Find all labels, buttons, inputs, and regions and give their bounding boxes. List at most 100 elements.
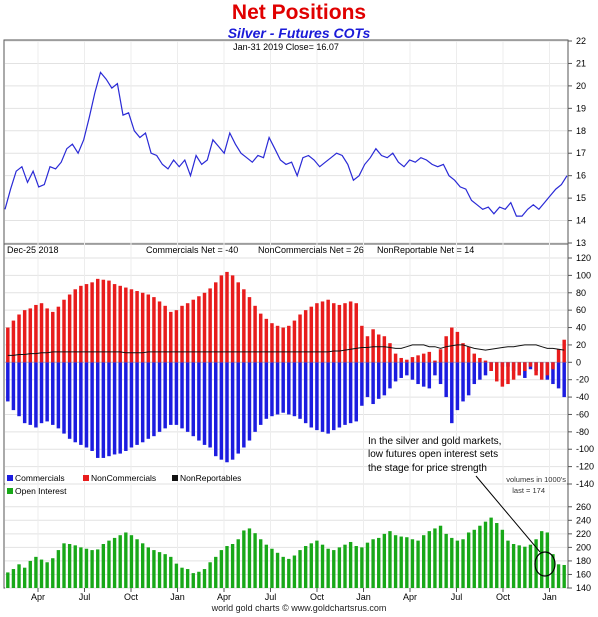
commercials-bar bbox=[332, 362, 336, 431]
noncommercials-bar bbox=[489, 362, 493, 371]
commercials-bar bbox=[382, 362, 387, 396]
noncommercials-bar bbox=[140, 292, 145, 363]
x-tick-label: Jul bbox=[79, 592, 91, 602]
commercials-bar bbox=[157, 362, 162, 432]
open-interest-bar bbox=[152, 550, 156, 588]
noncommercials-bar bbox=[343, 303, 347, 363]
commercials-bar bbox=[242, 362, 246, 448]
commercials-bar bbox=[152, 362, 156, 437]
oi-tick-label: 240 bbox=[576, 515, 591, 525]
commercials-bar bbox=[360, 362, 364, 406]
noncommercials-bar bbox=[253, 305, 257, 363]
noncommercials-bar bbox=[79, 285, 83, 363]
commercials-bar bbox=[371, 362, 375, 405]
commercials-bar bbox=[95, 362, 100, 458]
commercials-bar bbox=[421, 362, 426, 387]
noncommercials-bar bbox=[332, 303, 336, 363]
last-note: last = 174 bbox=[512, 486, 545, 495]
noncommercials-bar bbox=[455, 331, 460, 363]
noncommercials-bar bbox=[478, 357, 482, 363]
noncommercials-bar bbox=[287, 325, 291, 363]
open-interest-bar bbox=[365, 542, 370, 588]
open-interest-bar bbox=[371, 539, 375, 588]
open-interest-bar bbox=[292, 555, 297, 588]
commercials-bar bbox=[236, 362, 240, 454]
noncommercials-bar bbox=[124, 287, 128, 363]
commercials-bar bbox=[348, 362, 353, 424]
open-interest-bar bbox=[478, 525, 482, 588]
open-interest-bar bbox=[28, 560, 32, 588]
commercials-bar bbox=[556, 362, 561, 389]
price-axis-ticks: 13 14 15 16 17 18 19 20 21 22 bbox=[568, 36, 586, 248]
commercials-bar bbox=[39, 362, 44, 424]
noncommercials-bar bbox=[292, 320, 297, 363]
noncommercials-bar bbox=[495, 362, 499, 382]
open-interest-bar bbox=[287, 558, 291, 588]
oi-panel-frame bbox=[3, 483, 569, 589]
price-tick-label: 15 bbox=[576, 193, 586, 203]
noncommercials-bar bbox=[348, 301, 353, 363]
noncommercials-bar bbox=[146, 294, 151, 363]
open-interest-bar bbox=[101, 544, 106, 588]
commercials-bar bbox=[124, 362, 128, 451]
price-tick-label: 22 bbox=[576, 36, 586, 46]
noncommercials-bar bbox=[298, 314, 302, 363]
chart-title: Net Positions bbox=[231, 1, 367, 24]
noncommercials-bar bbox=[433, 360, 437, 363]
oi-tick-label: 160 bbox=[576, 569, 591, 579]
price-tick-label: 19 bbox=[576, 103, 586, 113]
nonreportable-net-label: NonReportable Net = 14 bbox=[377, 245, 474, 255]
commercials-bar bbox=[399, 362, 403, 378]
oi-gridlines bbox=[5, 506, 567, 589]
open-interest-bar bbox=[382, 533, 387, 588]
open-interest-bar bbox=[230, 544, 235, 588]
commercials-bar bbox=[62, 362, 66, 434]
noncommercials-bar bbox=[506, 362, 510, 385]
x-tick-label: Jul bbox=[265, 592, 277, 602]
open-interest-bar bbox=[455, 540, 460, 588]
open-interest-bar bbox=[62, 543, 66, 588]
noncommercials-bar bbox=[461, 343, 465, 363]
noncommercials-bar bbox=[264, 318, 269, 363]
commercials-bar bbox=[416, 362, 420, 385]
noncommercials-bar bbox=[214, 282, 218, 363]
open-interest-bar bbox=[17, 564, 21, 588]
commercials-bar bbox=[101, 362, 106, 458]
noncommercials-bar bbox=[236, 282, 240, 363]
noncommercials-bar bbox=[11, 320, 16, 363]
noncommercials-bar bbox=[135, 291, 139, 363]
noncommercials-bar bbox=[247, 297, 252, 363]
open-interest-bar bbox=[348, 541, 353, 588]
legend-open-interest: Open Interest bbox=[15, 486, 67, 496]
noncommercials-bars bbox=[6, 271, 566, 387]
open-interest-bar bbox=[11, 569, 16, 588]
commercials-bar bbox=[208, 362, 212, 448]
noncommercials-bar bbox=[376, 334, 381, 363]
commercials-bar bbox=[298, 362, 302, 419]
commercials-bar bbox=[388, 362, 392, 389]
open-interest-bar bbox=[405, 537, 409, 588]
commercials-bar bbox=[253, 362, 257, 432]
commercials-bar bbox=[197, 362, 201, 441]
commercials-bar bbox=[214, 362, 218, 457]
price-info: Jan-31 2019 Close= 16.07 bbox=[233, 42, 339, 52]
noncommercials-bar bbox=[45, 308, 49, 363]
commercials-bar bbox=[450, 362, 454, 424]
noncommercials-bar bbox=[34, 304, 38, 363]
commercials-bar bbox=[135, 362, 139, 445]
open-interest-bar bbox=[483, 521, 488, 588]
commercials-bar bbox=[433, 362, 437, 376]
commercials-bar bbox=[11, 362, 16, 411]
noncommercials-bar bbox=[258, 313, 263, 363]
x-tick-label: Jan bbox=[356, 592, 371, 602]
open-interest-bar bbox=[22, 567, 27, 588]
commercials-bar bbox=[202, 362, 207, 445]
open-interest-bar bbox=[197, 571, 201, 588]
chart-subtitle: Silver - Futures COTs bbox=[227, 25, 371, 41]
noncommercials-bar bbox=[242, 289, 246, 363]
x-tick-label: Oct bbox=[310, 592, 325, 602]
open-interest-bar bbox=[79, 547, 83, 588]
noncommercials-bar bbox=[399, 357, 403, 363]
noncommercials-bar bbox=[107, 280, 111, 363]
